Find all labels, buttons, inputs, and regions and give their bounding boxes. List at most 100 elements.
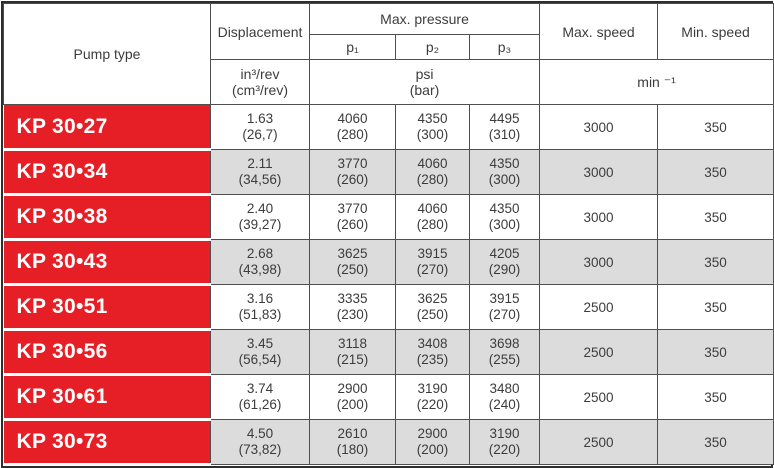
p1-psi-value: 3625: [337, 246, 368, 261]
table-row: KP 30•51 3.16 (51,83) 3335 (230) 3625 (2…: [3, 283, 774, 331]
table-row: KP 30•73 4.50 (73,82) 2610 (180) 2900 (2…: [3, 418, 774, 466]
header-row-pressures: p₁ p₂ p₃: [4, 34, 774, 60]
table-row: KP 30•34 2.11 (34,56) 3770 (260) 4060 (2…: [3, 148, 774, 196]
displacement-cm-value: (51,83): [238, 307, 282, 322]
min-speed-value: 350: [704, 344, 727, 360]
p2-cell: 3408 (235): [395, 329, 470, 375]
displacement-cm-value: (56,54): [238, 352, 282, 367]
table-header: Pump type Displacement Max. pressure Max…: [3, 3, 774, 105]
pump-type-label: KP 30•61: [16, 385, 108, 408]
p1-psi-value: 2900: [337, 381, 368, 396]
max-speed-value: 2500: [583, 299, 614, 315]
p2-psi-value: 3190: [417, 381, 448, 396]
pump-type-label: KP 30•43: [16, 250, 108, 273]
p1-cell: 3770 (260): [309, 194, 396, 240]
p3-bar-value: (300): [488, 172, 521, 187]
min-speed-value: 350: [704, 119, 727, 135]
min-speed-cell: 350: [657, 104, 774, 150]
displacement-cell: 2.68 (43,98): [210, 239, 310, 285]
p1-bar-value: (250): [336, 262, 369, 277]
displacement-in-value: 4.50: [246, 426, 274, 441]
min-speed-value: 350: [704, 209, 727, 225]
p3-cell: 4205 (290): [468, 239, 541, 285]
min-speed-cell: 350: [657, 194, 774, 240]
header-displacement-units: in³/rev (cm³/rev): [210, 59, 310, 105]
pump-type-label: KP 30•56: [16, 340, 108, 363]
p3-cell: 3698 (255): [468, 329, 541, 375]
p2-psi-value: 4350: [417, 111, 448, 126]
min-speed-cell: 350: [657, 239, 774, 285]
p3-bar-value: (270): [488, 307, 521, 322]
pump-type-cell: KP 30•43: [3, 238, 211, 286]
pressure-unit-bar: (bar): [409, 82, 440, 98]
pump-type-cell: KP 30•73: [3, 418, 211, 466]
p1-cell: 4060 (280): [309, 104, 396, 150]
p2-cell: 4060 (280): [395, 194, 470, 240]
max-speed-cell: 2500: [539, 419, 659, 465]
p3-bar-value: (240): [488, 397, 521, 412]
p1-psi-value: 3770: [337, 201, 368, 216]
p3-bar-value: (300): [488, 217, 521, 232]
displacement-cell: 1.63 (26,7): [210, 104, 310, 150]
p3-psi-value: 4495: [489, 111, 520, 126]
p3-bar-value: (255): [488, 352, 521, 367]
displacement-cell: 3.16 (51,83): [210, 284, 310, 330]
displacement-cell: 2.40 (39,27): [210, 194, 310, 240]
pump-type-label: KP 30•27: [16, 114, 108, 138]
displacement-in-value: 2.68: [246, 246, 274, 261]
max-speed-value: 3000: [583, 119, 614, 135]
p1-cell: 3118 (215): [309, 329, 396, 375]
min-speed-value: 350: [704, 434, 727, 450]
max-speed-value: 2500: [583, 389, 614, 405]
p1-psi-value: 3335: [337, 291, 368, 306]
p3-psi-value: 4350: [489, 156, 520, 171]
displacement-unit-in: in³/rev: [240, 66, 280, 82]
min-speed-cell: 350: [657, 149, 774, 195]
table-row: KP 30•56 3.45 (56,54) 3118 (215) 3408 (2…: [3, 328, 774, 376]
p3-cell: 4350 (300): [468, 194, 541, 240]
p3-psi-value: 3698: [489, 336, 520, 351]
max-speed-value: 3000: [583, 254, 614, 270]
p2-cell: 3915 (270): [395, 239, 470, 285]
pump-type-label: KP 30•38: [16, 205, 108, 228]
p1-bar-value: (215): [336, 352, 369, 367]
p3-psi-value: 3480: [489, 381, 520, 396]
p2-bar-value: (220): [416, 397, 449, 412]
p2-psi-value: 3408: [417, 336, 448, 351]
max-speed-cell: 2500: [539, 329, 659, 375]
displacement-cm-value: (39,27): [238, 217, 282, 232]
p3-cell: 4495 (310): [468, 104, 541, 150]
max-speed-value: 3000: [583, 209, 614, 225]
p3-psi-value: 4205: [489, 246, 520, 261]
header-p3: p₃: [468, 34, 541, 60]
max-speed-cell: 2500: [539, 374, 659, 420]
p1-bar-value: (200): [336, 397, 369, 412]
min-speed-cell: 350: [657, 284, 774, 330]
header-min-speed: Min. speed: [657, 3, 774, 60]
table-body: KP 30•27 1.63 (26,7) 4060 (280) 4350 (30…: [3, 104, 774, 466]
p2-bar-value: (270): [416, 262, 449, 277]
pressure-unit-psi: psi: [415, 66, 434, 82]
p2-bar-value: (280): [416, 217, 449, 232]
header-row-units: in³/rev (cm³/rev) psi (bar) min ⁻¹: [4, 59, 774, 105]
header-max-pressure: Max. pressure: [308, 3, 541, 35]
table-row: KP 30•38 2.40 (39,27) 3770 (260) 4060 (2…: [3, 193, 774, 241]
min-speed-cell: 350: [657, 329, 774, 375]
p2-bar-value: (300): [416, 127, 449, 142]
min-speed-value: 350: [704, 299, 727, 315]
header-displacement: Displacement: [210, 3, 310, 60]
min-speed-value: 350: [704, 389, 727, 405]
p1-psi-value: 3118: [337, 336, 368, 351]
max-speed-cell: 3000: [539, 194, 659, 240]
p3-bar-value: (310): [488, 127, 521, 142]
p2-bar-value: (250): [416, 307, 449, 322]
p3-psi-value: 3915: [489, 291, 520, 306]
pump-type-cell: KP 30•61: [3, 373, 211, 421]
p1-cell: 3335 (230): [309, 284, 396, 330]
p2-bar-value: (200): [416, 442, 449, 457]
displacement-in-value: 2.40: [246, 201, 274, 216]
p2-psi-value: 2900: [417, 426, 448, 441]
pump-type-label: KP 30•73: [16, 430, 108, 453]
pump-type-cell: KP 30•27: [3, 104, 211, 151]
p1-bar-value: (260): [336, 217, 369, 232]
